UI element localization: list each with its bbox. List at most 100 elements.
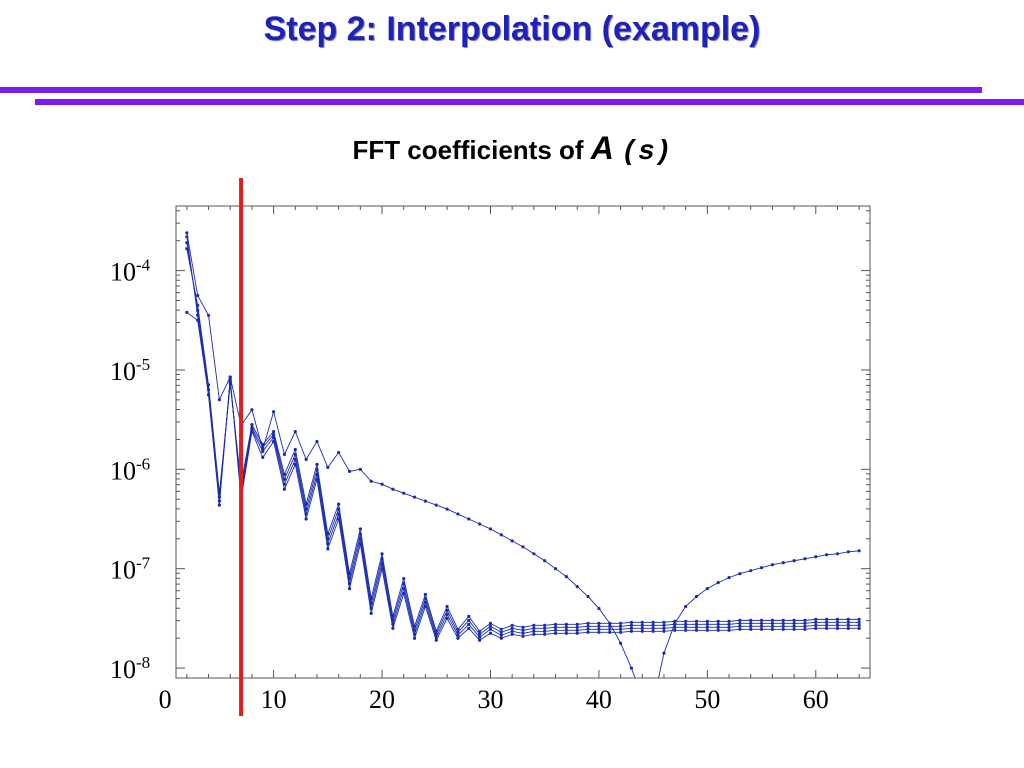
- data-point: [445, 608, 449, 613]
- data-point: [499, 633, 503, 637]
- data-point: [597, 621, 601, 625]
- data-point: [835, 552, 840, 556]
- data-point: [825, 623, 829, 627]
- series-2: [185, 310, 861, 642]
- data-point: [250, 423, 254, 427]
- data-point: [369, 606, 373, 611]
- data-point: [402, 491, 406, 495]
- data-point: [315, 462, 319, 466]
- data-point: [716, 619, 720, 623]
- data-point: [261, 455, 265, 460]
- data-point: [825, 620, 829, 624]
- data-point: [434, 632, 438, 636]
- y-tick-label: 10-7: [110, 554, 151, 585]
- y-tick-exponent: -7: [136, 554, 151, 573]
- data-point: [521, 631, 525, 635]
- data-point: [553, 622, 558, 626]
- data-point: [488, 527, 493, 531]
- data-point: [673, 628, 677, 632]
- data-point: [217, 398, 221, 402]
- data-point: [206, 313, 211, 317]
- data-point: [391, 626, 395, 630]
- data-point: [608, 627, 612, 631]
- data-point: [337, 502, 341, 506]
- data-point: [575, 628, 579, 632]
- data-point: [575, 622, 579, 626]
- data-point: [759, 624, 764, 628]
- data-point: [347, 469, 352, 473]
- data-point: [445, 507, 449, 511]
- data-point: [478, 632, 482, 636]
- data-point: [564, 622, 568, 626]
- x-tick-label: 60: [803, 685, 829, 714]
- data-point: [792, 559, 796, 563]
- data-point: [792, 627, 796, 631]
- data-point: [304, 457, 308, 461]
- x-tick-label: 50: [694, 685, 720, 714]
- data-point: [326, 542, 330, 546]
- data-point: [749, 569, 753, 573]
- data-point: [326, 465, 330, 469]
- data-point: [759, 618, 764, 622]
- data-point: [467, 517, 471, 521]
- data-point: [478, 522, 482, 526]
- series-4: [185, 241, 861, 636]
- data-point: [792, 618, 796, 622]
- data-point: [803, 627, 807, 631]
- data-point: [857, 617, 861, 621]
- data-point: [380, 552, 384, 556]
- data-point: [412, 632, 417, 636]
- data-point: [521, 625, 525, 629]
- data-point: [185, 241, 189, 245]
- data-point: [261, 445, 265, 450]
- data-point: [217, 495, 221, 499]
- data-point: [781, 624, 785, 628]
- data-point: [694, 625, 699, 629]
- data-point: [261, 442, 265, 447]
- data-point: [564, 628, 568, 632]
- data-point: [304, 517, 308, 521]
- data-point: [781, 561, 785, 565]
- data-point: [412, 628, 417, 632]
- plot-area-border: [175, 205, 871, 679]
- data-point: [282, 477, 287, 481]
- data-point: [456, 636, 460, 640]
- data-point: [792, 624, 796, 628]
- data-point: [412, 636, 417, 640]
- data-point: [825, 617, 829, 621]
- data-point: [738, 627, 742, 631]
- data-point: [662, 651, 666, 655]
- data-point: [846, 550, 850, 554]
- data-point: [629, 620, 634, 624]
- y-tick-label: 10-6: [110, 454, 150, 485]
- data-point: [759, 566, 764, 570]
- data-point: [304, 502, 308, 506]
- data-point: [293, 429, 297, 434]
- data-point: [727, 576, 731, 580]
- data-point: [749, 627, 753, 631]
- data-point: [803, 621, 807, 625]
- data-point: [553, 631, 558, 635]
- data-point: [543, 559, 547, 563]
- data-point: [608, 624, 612, 628]
- data-point: [412, 495, 417, 499]
- data-point: [803, 618, 807, 622]
- data-point: [499, 630, 503, 634]
- data-point: [608, 621, 612, 625]
- data-point: [488, 621, 493, 625]
- data-point: [391, 614, 395, 618]
- data-point: [586, 621, 590, 625]
- data-point: [738, 618, 742, 622]
- data-point: [641, 696, 644, 699]
- y-tick-base: 10: [110, 556, 136, 585]
- data-point: [857, 549, 861, 553]
- data-point: [185, 247, 189, 251]
- data-point: [543, 626, 547, 630]
- data-point: [846, 620, 850, 624]
- data-point: [586, 594, 590, 599]
- data-point: [510, 623, 514, 627]
- data-point: [543, 623, 547, 627]
- data-point: [532, 629, 536, 633]
